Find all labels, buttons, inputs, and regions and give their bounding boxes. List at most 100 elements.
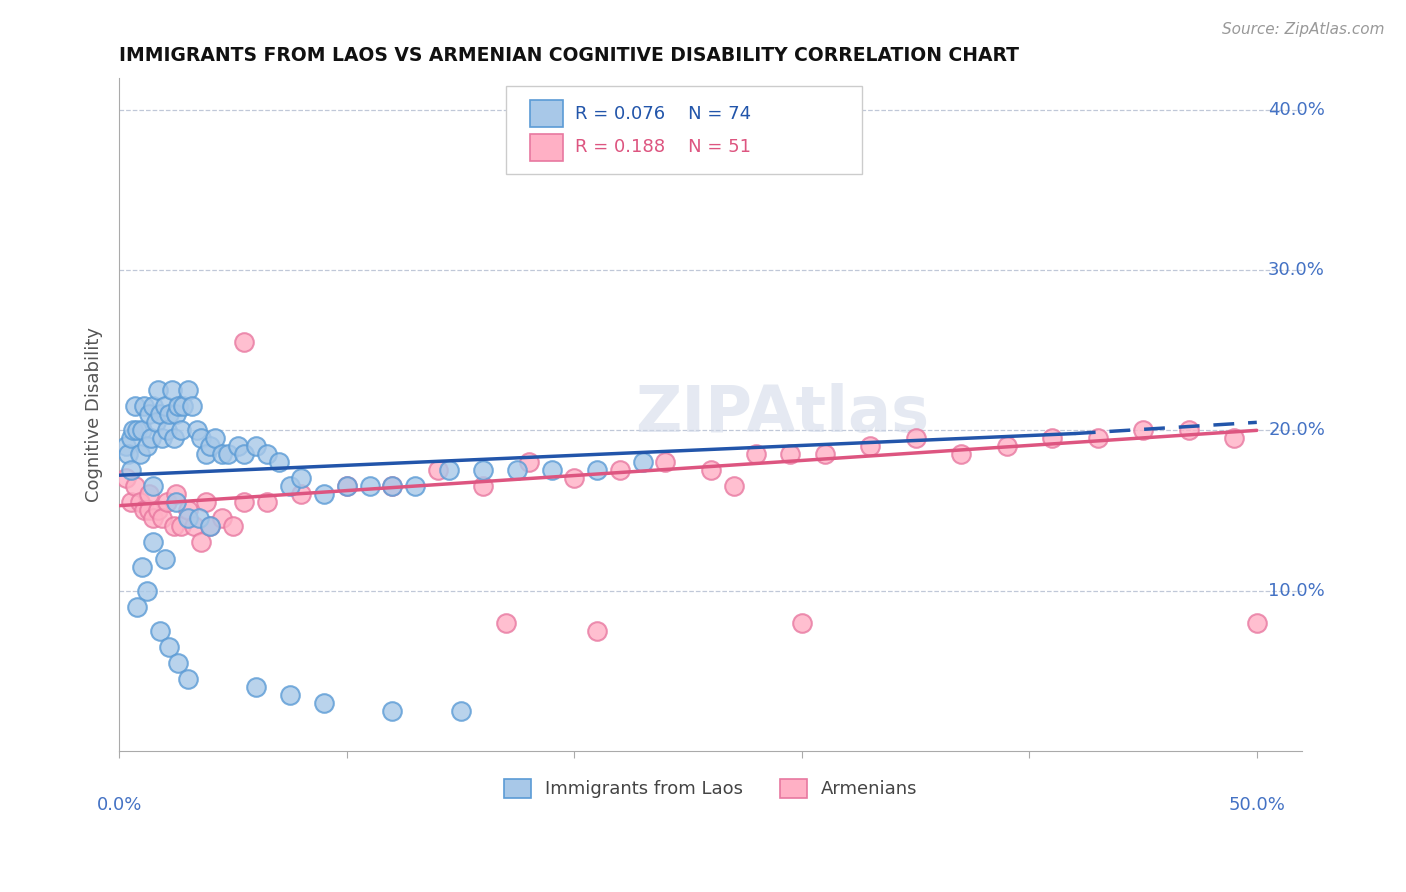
Point [124,400,146,414]
Point [200,439,222,453]
Point [256,447,278,461]
Point [156,495,179,509]
Point [1360,215,1382,229]
Point [233,447,256,461]
Point [149,407,172,421]
Point [146,503,169,517]
Point [122,423,145,437]
Text: 10.0%: 10.0% [1268,582,1324,599]
Point [138,503,160,517]
Point [165,495,187,509]
Text: 50.0%: 50.0% [1229,796,1285,814]
Point [256,495,278,509]
Point [586,463,609,477]
Point [790,615,813,630]
Point [128,495,150,509]
Point [211,511,233,525]
Point [904,431,927,445]
Point [200,519,222,533]
Point [160,384,183,398]
Point [135,583,157,598]
Point [183,519,205,533]
Point [142,535,165,549]
Point [165,487,187,501]
Point [194,495,217,509]
Point [495,615,517,630]
Point [222,519,245,533]
Point [172,400,194,414]
Point [156,423,179,437]
Point [211,447,233,461]
Point [167,656,190,670]
Point [426,463,449,477]
Point [186,423,208,437]
Point [190,535,212,549]
Point [187,511,209,525]
Text: 30.0%: 30.0% [1268,261,1324,279]
Point [176,672,198,686]
Point [312,696,335,710]
Point [176,511,198,525]
Point [128,447,150,461]
Point [1132,423,1154,437]
Point [167,400,190,414]
Point [142,511,165,525]
Point [278,688,301,702]
Point [142,479,165,493]
Point [290,471,312,485]
Point [120,431,142,445]
Point [134,400,156,414]
Point [1087,431,1109,445]
Point [142,400,165,414]
Point [176,503,198,517]
Point [127,423,149,437]
Point [267,455,290,469]
Point [472,479,495,493]
Point [723,479,745,493]
Point [135,439,157,453]
Point [190,431,212,445]
Point [146,384,169,398]
Point [950,447,973,461]
Point [745,447,768,461]
Point [472,463,495,477]
Point [233,335,256,350]
Point [336,479,359,493]
Point [200,519,222,533]
Point [115,439,138,453]
Point [217,447,239,461]
Point [163,519,186,533]
Point [139,431,162,445]
Point [654,455,676,469]
Point [117,447,139,461]
Text: ZIPAtlas: ZIPAtlas [634,384,929,445]
Text: 20.0%: 20.0% [1268,421,1324,440]
Point [1223,431,1246,445]
Point [115,471,138,485]
Point [152,431,174,445]
Text: R = 0.188    N = 51: R = 0.188 N = 51 [575,138,751,156]
Point [165,407,187,421]
Point [204,431,226,445]
Point [245,439,267,453]
Point [157,407,180,421]
Point [120,463,142,477]
Text: 0.0%: 0.0% [97,796,142,814]
Point [134,503,156,517]
Point [700,463,723,477]
Point [170,423,193,437]
Point [170,519,193,533]
Point [152,511,174,525]
Point [120,495,142,509]
Bar [530,100,562,127]
Text: R = 0.076    N = 74: R = 0.076 N = 74 [575,104,751,122]
Point [153,400,176,414]
Text: 40.0%: 40.0% [1268,101,1324,119]
Point [779,447,801,461]
Point [181,400,204,414]
Legend: Immigrants from Laos, Armenians: Immigrants from Laos, Armenians [496,772,925,805]
Point [145,415,167,429]
Point [163,431,186,445]
Point [540,463,562,477]
Point [631,455,654,469]
